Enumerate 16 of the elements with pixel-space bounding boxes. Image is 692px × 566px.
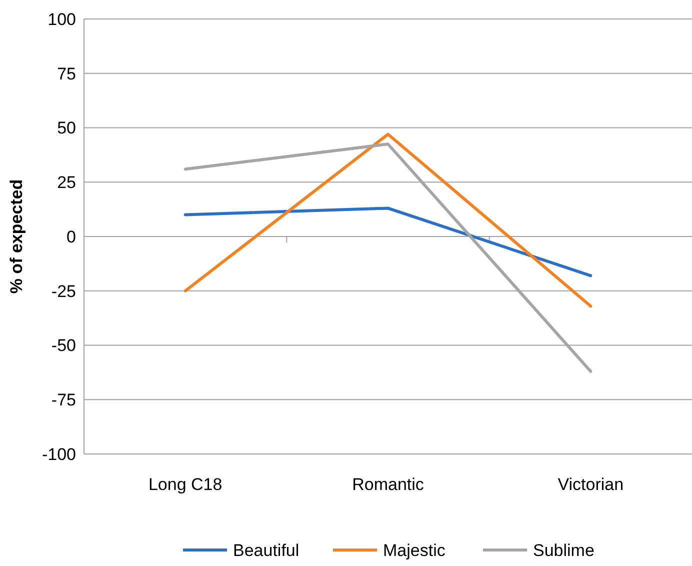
y-tick-label: 0 bbox=[66, 227, 76, 246]
y-tick-label: 100 bbox=[48, 10, 76, 29]
y-tick-label: -50 bbox=[51, 336, 76, 356]
y-axis-title: % of expected bbox=[7, 179, 26, 294]
legend-label: Sublime bbox=[533, 540, 594, 560]
y-tick-label: -75 bbox=[51, 390, 76, 410]
y-tick-label: 25 bbox=[57, 173, 76, 192]
y-tick-label: 75 bbox=[57, 64, 76, 84]
x-tick-label: Romantic bbox=[352, 475, 424, 494]
x-tick-label: Victorian bbox=[558, 475, 624, 494]
y-tick-label: -25 bbox=[51, 282, 76, 301]
x-tick-label: Long C18 bbox=[148, 475, 222, 494]
legend-label: Majestic bbox=[383, 540, 446, 560]
legend-label: Beautiful bbox=[233, 540, 300, 560]
y-tick-label: -100 bbox=[42, 444, 76, 464]
y-tick-label: 50 bbox=[57, 118, 76, 138]
